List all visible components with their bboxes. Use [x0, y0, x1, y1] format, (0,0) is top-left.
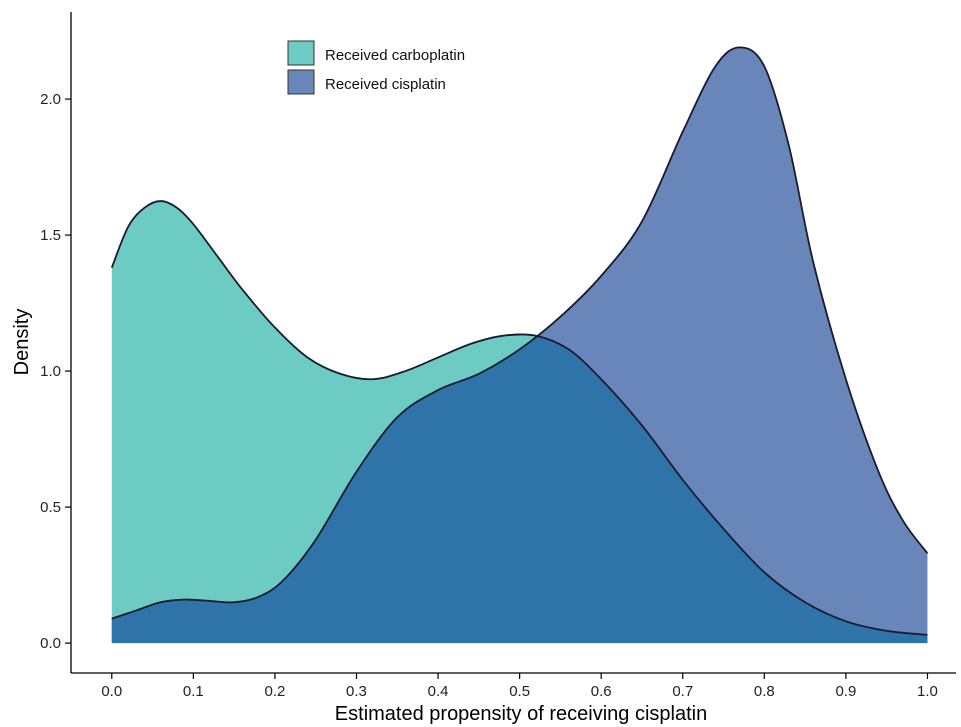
legend-label-cisplatin: Received cisplatin — [325, 76, 446, 93]
legend-swatch-cisplatin — [287, 69, 315, 95]
x-tick-label: 0.6 — [591, 683, 612, 700]
y-tick-label: 1.5 — [40, 227, 61, 244]
x-tick-label: 0.3 — [346, 683, 367, 700]
x-axis-title: Estimated propensity of receiving cispla… — [335, 703, 707, 725]
x-tick-label: 0.2 — [264, 683, 285, 700]
x-tick-label: 0.5 — [509, 683, 530, 700]
x-tick-label: 0.0 — [101, 683, 122, 700]
x-tick-label: 1.0 — [917, 683, 938, 700]
x-axis-ticks: 0.0 0.1 0.2 0.3 0.4 0.5 0.6 0.7 0.8 0.9 1.0 — [101, 673, 938, 700]
y-tick-label: 0.0 — [40, 635, 61, 652]
x-tick-label: 0.8 — [754, 683, 775, 700]
y-axis-title: Density — [11, 309, 33, 376]
y-axis-ticks: 0.0 0.5 1.0 1.5 2.0 — [40, 91, 71, 652]
x-tick-label: 0.1 — [183, 683, 204, 700]
density-line-series-0 — [110, 200, 928, 636]
x-tick-label: 0.9 — [835, 683, 856, 700]
x-tick-label: 0.4 — [428, 683, 449, 700]
y-tick-label: 2.0 — [40, 91, 61, 108]
legend-swatch-carboplatin — [287, 40, 315, 66]
legend-label-carboplatin: Received carboplatin — [325, 47, 465, 64]
y-tick-label: 0.5 — [40, 499, 61, 516]
x-tick-label: 0.7 — [672, 683, 693, 700]
density-line-series-1 — [111, 46, 929, 620]
legend: Received carboplatin Received cisplatin — [287, 40, 465, 95]
y-tick-label: 1.0 — [40, 363, 61, 380]
plot-areas — [110, 46, 929, 644]
area-fill-series-1 — [111, 47, 928, 644]
